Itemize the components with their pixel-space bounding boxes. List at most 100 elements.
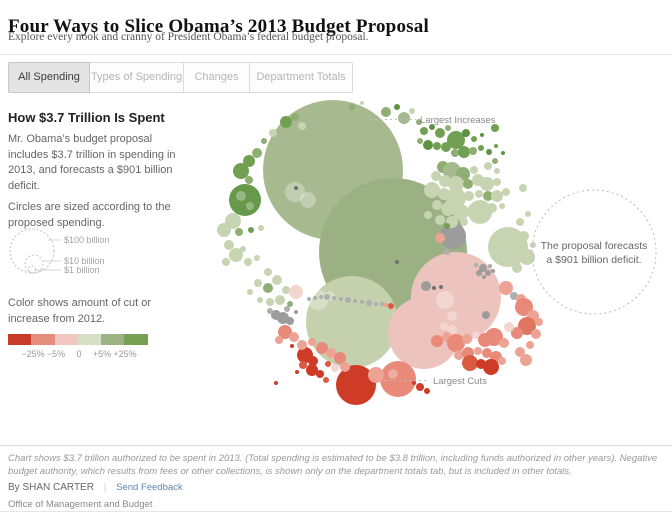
- budget-bubble[interactable]: [431, 335, 443, 347]
- budget-bubble[interactable]: [441, 142, 451, 152]
- budget-bubble[interactable]: [471, 216, 477, 222]
- budget-bubble[interactable]: [485, 270, 491, 276]
- budget-bubble[interactable]: [324, 294, 330, 300]
- budget-bubble[interactable]: [530, 242, 536, 248]
- budget-bubble[interactable]: [247, 289, 253, 295]
- budget-bubble[interactable]: [257, 297, 263, 303]
- budget-bubble[interactable]: [297, 340, 307, 350]
- budget-bubble[interactable]: [494, 168, 500, 174]
- budget-bubble[interactable]: [294, 186, 298, 190]
- budget-bubble[interactable]: [261, 138, 267, 144]
- budget-bubble[interactable]: [217, 223, 231, 237]
- budget-bubble[interactable]: [394, 104, 400, 110]
- budget-bubble[interactable]: [483, 191, 493, 201]
- budget-bubble[interactable]: [316, 370, 324, 378]
- budget-bubble[interactable]: [439, 285, 443, 289]
- budget-bubble[interactable]: [254, 255, 260, 261]
- budget-bubble[interactable]: [332, 296, 336, 300]
- budget-bubble[interactable]: [515, 347, 525, 357]
- budget-bubble[interactable]: [244, 258, 252, 266]
- budget-bubble[interactable]: [512, 263, 522, 273]
- budget-bubble[interactable]: [520, 354, 532, 366]
- budget-bubble[interactable]: [498, 357, 506, 365]
- budget-bubble[interactable]: [267, 308, 273, 314]
- budget-bubble[interactable]: [474, 263, 478, 267]
- budget-bubble[interactable]: [345, 297, 351, 303]
- budget-bubble[interactable]: [474, 347, 482, 355]
- budget-bubble[interactable]: [282, 286, 290, 294]
- budget-bubble[interactable]: [325, 361, 331, 367]
- budget-bubble[interactable]: [339, 297, 343, 301]
- budget-bubble[interactable]: [366, 300, 372, 306]
- budget-bubble[interactable]: [485, 328, 503, 346]
- budget-bubble[interactable]: [398, 112, 410, 124]
- budget-bubble[interactable]: [229, 248, 243, 262]
- budget-bubble[interactable]: [488, 264, 492, 268]
- budget-bubble[interactable]: [254, 279, 262, 287]
- budget-bubble[interactable]: [340, 362, 350, 372]
- budget-bubble[interactable]: [286, 317, 294, 325]
- budget-bubble[interactable]: [306, 364, 318, 376]
- budget-bubble[interactable]: [518, 317, 536, 335]
- budget-bubble[interactable]: [515, 298, 533, 316]
- budget-bubble[interactable]: [462, 334, 472, 344]
- budget-bubble[interactable]: [353, 299, 357, 303]
- budget-bubble[interactable]: [432, 286, 436, 290]
- budget-bubble[interactable]: [501, 151, 505, 155]
- budget-bubble[interactable]: [519, 249, 535, 265]
- budget-bubble[interactable]: [482, 275, 486, 279]
- budget-bubble[interactable]: [246, 202, 254, 210]
- budget-bubble[interactable]: [381, 107, 391, 117]
- budget-bubble[interactable]: [462, 355, 478, 371]
- budget-bubble[interactable]: [511, 327, 523, 339]
- budget-bubble[interactable]: [264, 268, 272, 276]
- budget-bubble[interactable]: [420, 127, 428, 135]
- budget-bubble[interactable]: [440, 223, 466, 249]
- budget-bubble[interactable]: [388, 303, 394, 309]
- budget-bubble[interactable]: [499, 281, 513, 295]
- budget-bubble[interactable]: [435, 128, 445, 138]
- budget-bubble[interactable]: [463, 179, 473, 189]
- budget-bubble[interactable]: [447, 311, 457, 321]
- budget-bubble[interactable]: [313, 296, 317, 300]
- budget-bubble[interactable]: [285, 182, 305, 202]
- budget-bubble[interactable]: [306, 276, 398, 368]
- budget-bubble[interactable]: [504, 322, 514, 332]
- budget-bubble[interactable]: [252, 148, 262, 158]
- budget-bubble[interactable]: [447, 325, 457, 335]
- budget-bubble[interactable]: [447, 131, 465, 149]
- budget-bubble[interactable]: [416, 119, 422, 125]
- budget-bubble[interactable]: [491, 124, 499, 132]
- budget-bubble[interactable]: [289, 285, 303, 299]
- budget-bubble[interactable]: [225, 213, 241, 229]
- budget-bubble[interactable]: [476, 270, 482, 276]
- budget-bubble[interactable]: [478, 145, 484, 151]
- budget-bubble[interactable]: [435, 215, 445, 225]
- budget-bubble[interactable]: [453, 204, 469, 220]
- budget-bubble[interactable]: [448, 176, 464, 192]
- budget-bubble[interactable]: [275, 295, 285, 305]
- budget-bubble[interactable]: [432, 200, 442, 210]
- budget-bubble[interactable]: [284, 306, 290, 312]
- budget-bubble[interactable]: [480, 133, 484, 137]
- budget-bubble[interactable]: [280, 116, 292, 128]
- budget-bubble[interactable]: [349, 104, 355, 110]
- budget-bubble[interactable]: [488, 227, 528, 267]
- budget-bubble[interactable]: [298, 122, 306, 130]
- budget-bubble[interactable]: [440, 322, 448, 330]
- budget-bubble[interactable]: [266, 298, 274, 306]
- budget-bubble[interactable]: [483, 359, 499, 375]
- budget-bubble[interactable]: [326, 348, 336, 358]
- budget-bubble[interactable]: [275, 336, 283, 344]
- budget-bubble[interactable]: [478, 202, 486, 210]
- budget-bubble[interactable]: [531, 329, 541, 339]
- budget-bubble[interactable]: [469, 147, 477, 155]
- budget-bubble[interactable]: [471, 136, 477, 142]
- budget-bubble[interactable]: [300, 192, 316, 208]
- tab-department-totals[interactable]: Department Totals: [249, 62, 353, 93]
- budget-bubble[interactable]: [384, 303, 388, 307]
- budget-bubble[interactable]: [308, 356, 318, 366]
- send-feedback-link[interactable]: Send Feedback: [116, 482, 183, 493]
- budget-bubble[interactable]: [334, 352, 346, 364]
- budget-bubble[interactable]: [424, 388, 430, 394]
